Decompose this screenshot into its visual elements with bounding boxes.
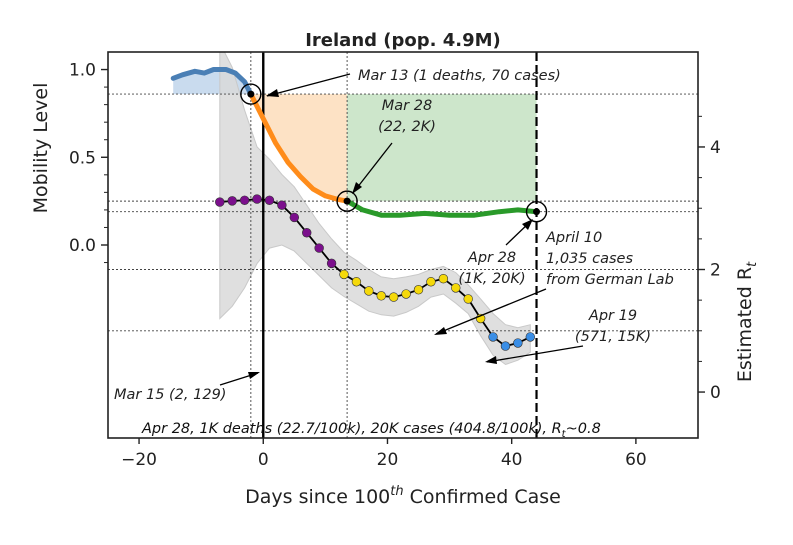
arrowhead-apr28 [522,219,533,230]
y-axis-right-label: Estimated Rt [734,261,760,382]
marker-ring [525,200,548,223]
rt-point [388,292,399,302]
annotation-apr19-line1: Apr 19 [588,308,637,324]
x-axis-label-tail: Confirmed Case [404,486,561,508]
y-axis-right-label-sub: t [745,261,760,267]
mobility-line-decline [248,91,350,204]
rt-point [376,291,386,301]
left-y-tick-label: 0.5 [69,148,96,168]
left-y-tick-label: 0.0 [69,236,96,256]
rt-point [488,332,498,342]
annotation-mar28-line1: Mar 28 [382,98,432,114]
axis-tick-labels: −20 0 20 40 60 0.0 0.5 1.0 0 2 4 [69,61,721,470]
left-y-tick-label: 1.0 [69,61,96,81]
rt-line-group [215,194,536,351]
marker-dot [533,208,541,216]
x-axis-label: Days since 100th Confirmed Case [245,484,561,508]
annotation-apr10-line2: 1,035 cases [546,251,633,267]
rt-point [513,338,523,348]
x-tick-label: 0 [258,450,269,470]
rt-point [438,273,449,284]
rt-point [289,212,300,223]
rt-point [364,286,374,296]
rt-point [401,289,411,299]
footer-sub: t [562,429,567,440]
rt-point [277,200,287,210]
rt-point [413,285,424,295]
annotation-apr10-line1: April 10 [545,230,602,246]
x-tick-label: 60 [625,450,647,470]
marker-dot [247,90,255,98]
x-tick-label: 20 [377,450,399,470]
rt-point [239,195,250,205]
axis-ticks [101,68,705,444]
rt-point [302,228,312,238]
rt-point [326,258,337,269]
x-tick-label: 40 [501,450,523,470]
right-y-tick-label: 0 [710,383,721,403]
marker-dot [343,197,351,205]
annotation-apr10-line3: from German Lab [546,272,674,288]
rt-point [451,283,461,293]
arrow-mar13 [266,73,351,97]
rt-point [314,243,324,253]
annotation-mar28-line2: (22, 2K) [378,119,436,135]
arrowhead-apr19 [485,356,497,364]
footer-tail: ~0.8 [566,421,601,437]
rt-point [339,269,349,280]
rt-point [351,277,362,287]
rt-point [264,195,275,205]
arrowhead-mar13 [266,89,279,97]
rt-point [426,277,436,287]
rt-point [525,332,536,342]
annotation-apr28-line2: (1K, 20K) [458,271,525,287]
plot-area [108,52,698,438]
mobility-line-pre [170,67,254,97]
chart-title: Ireland (pop. 4.9M) [305,30,501,51]
mobility-lines [170,67,539,218]
marker-ring [336,190,358,212]
marker-ring [240,83,262,105]
footer-main: Apr 28, 1K deaths (22.7/100k), 20K cases… [141,421,562,437]
arrow-apr19 [486,345,584,363]
arrow-apr10 [435,288,547,335]
x-tick-label: −20 [121,450,157,470]
fill-decline-period [250,94,348,202]
rt-point [500,341,511,351]
fill-post-period [347,94,537,202]
annotation-apr19-line2: (571, 15K) [575,329,651,345]
x-axis-label-main: Days since 100 [245,486,390,508]
footer-note: Apr 28, 1K deaths (22.7/100k), 20K cases… [141,421,601,440]
arrowhead-mar28 [352,182,362,194]
mobility-fills [173,69,537,202]
rt-point [252,194,262,204]
marker-circles [240,83,548,223]
y-axis-right-label-main: Estimated R [734,267,756,382]
arrow-mar28 [352,142,393,194]
rt-point [463,294,473,304]
right-y-tick-label: 4 [710,138,721,158]
annotation-mar13: Mar 13 (1 deaths, 70 cases) [358,68,561,84]
x-axis-label-sup: th [390,484,403,499]
right-y-tick-label: 2 [710,261,721,281]
arrowhead-mar15 [248,372,260,379]
arrowhead-apr10 [434,327,447,335]
rt-point [227,196,237,206]
annotation-apr28-line1: Apr 28 [467,250,516,266]
mobility-line-post [344,198,539,218]
rt-point [215,197,225,207]
annotations: Mar 13 (1 deaths, 70 cases) Mar 28 (22, … [114,68,674,403]
annotation-mar15: Mar 15 (2, 129) [114,387,226,403]
y-axis-left-label: Mobility Level [30,83,52,214]
